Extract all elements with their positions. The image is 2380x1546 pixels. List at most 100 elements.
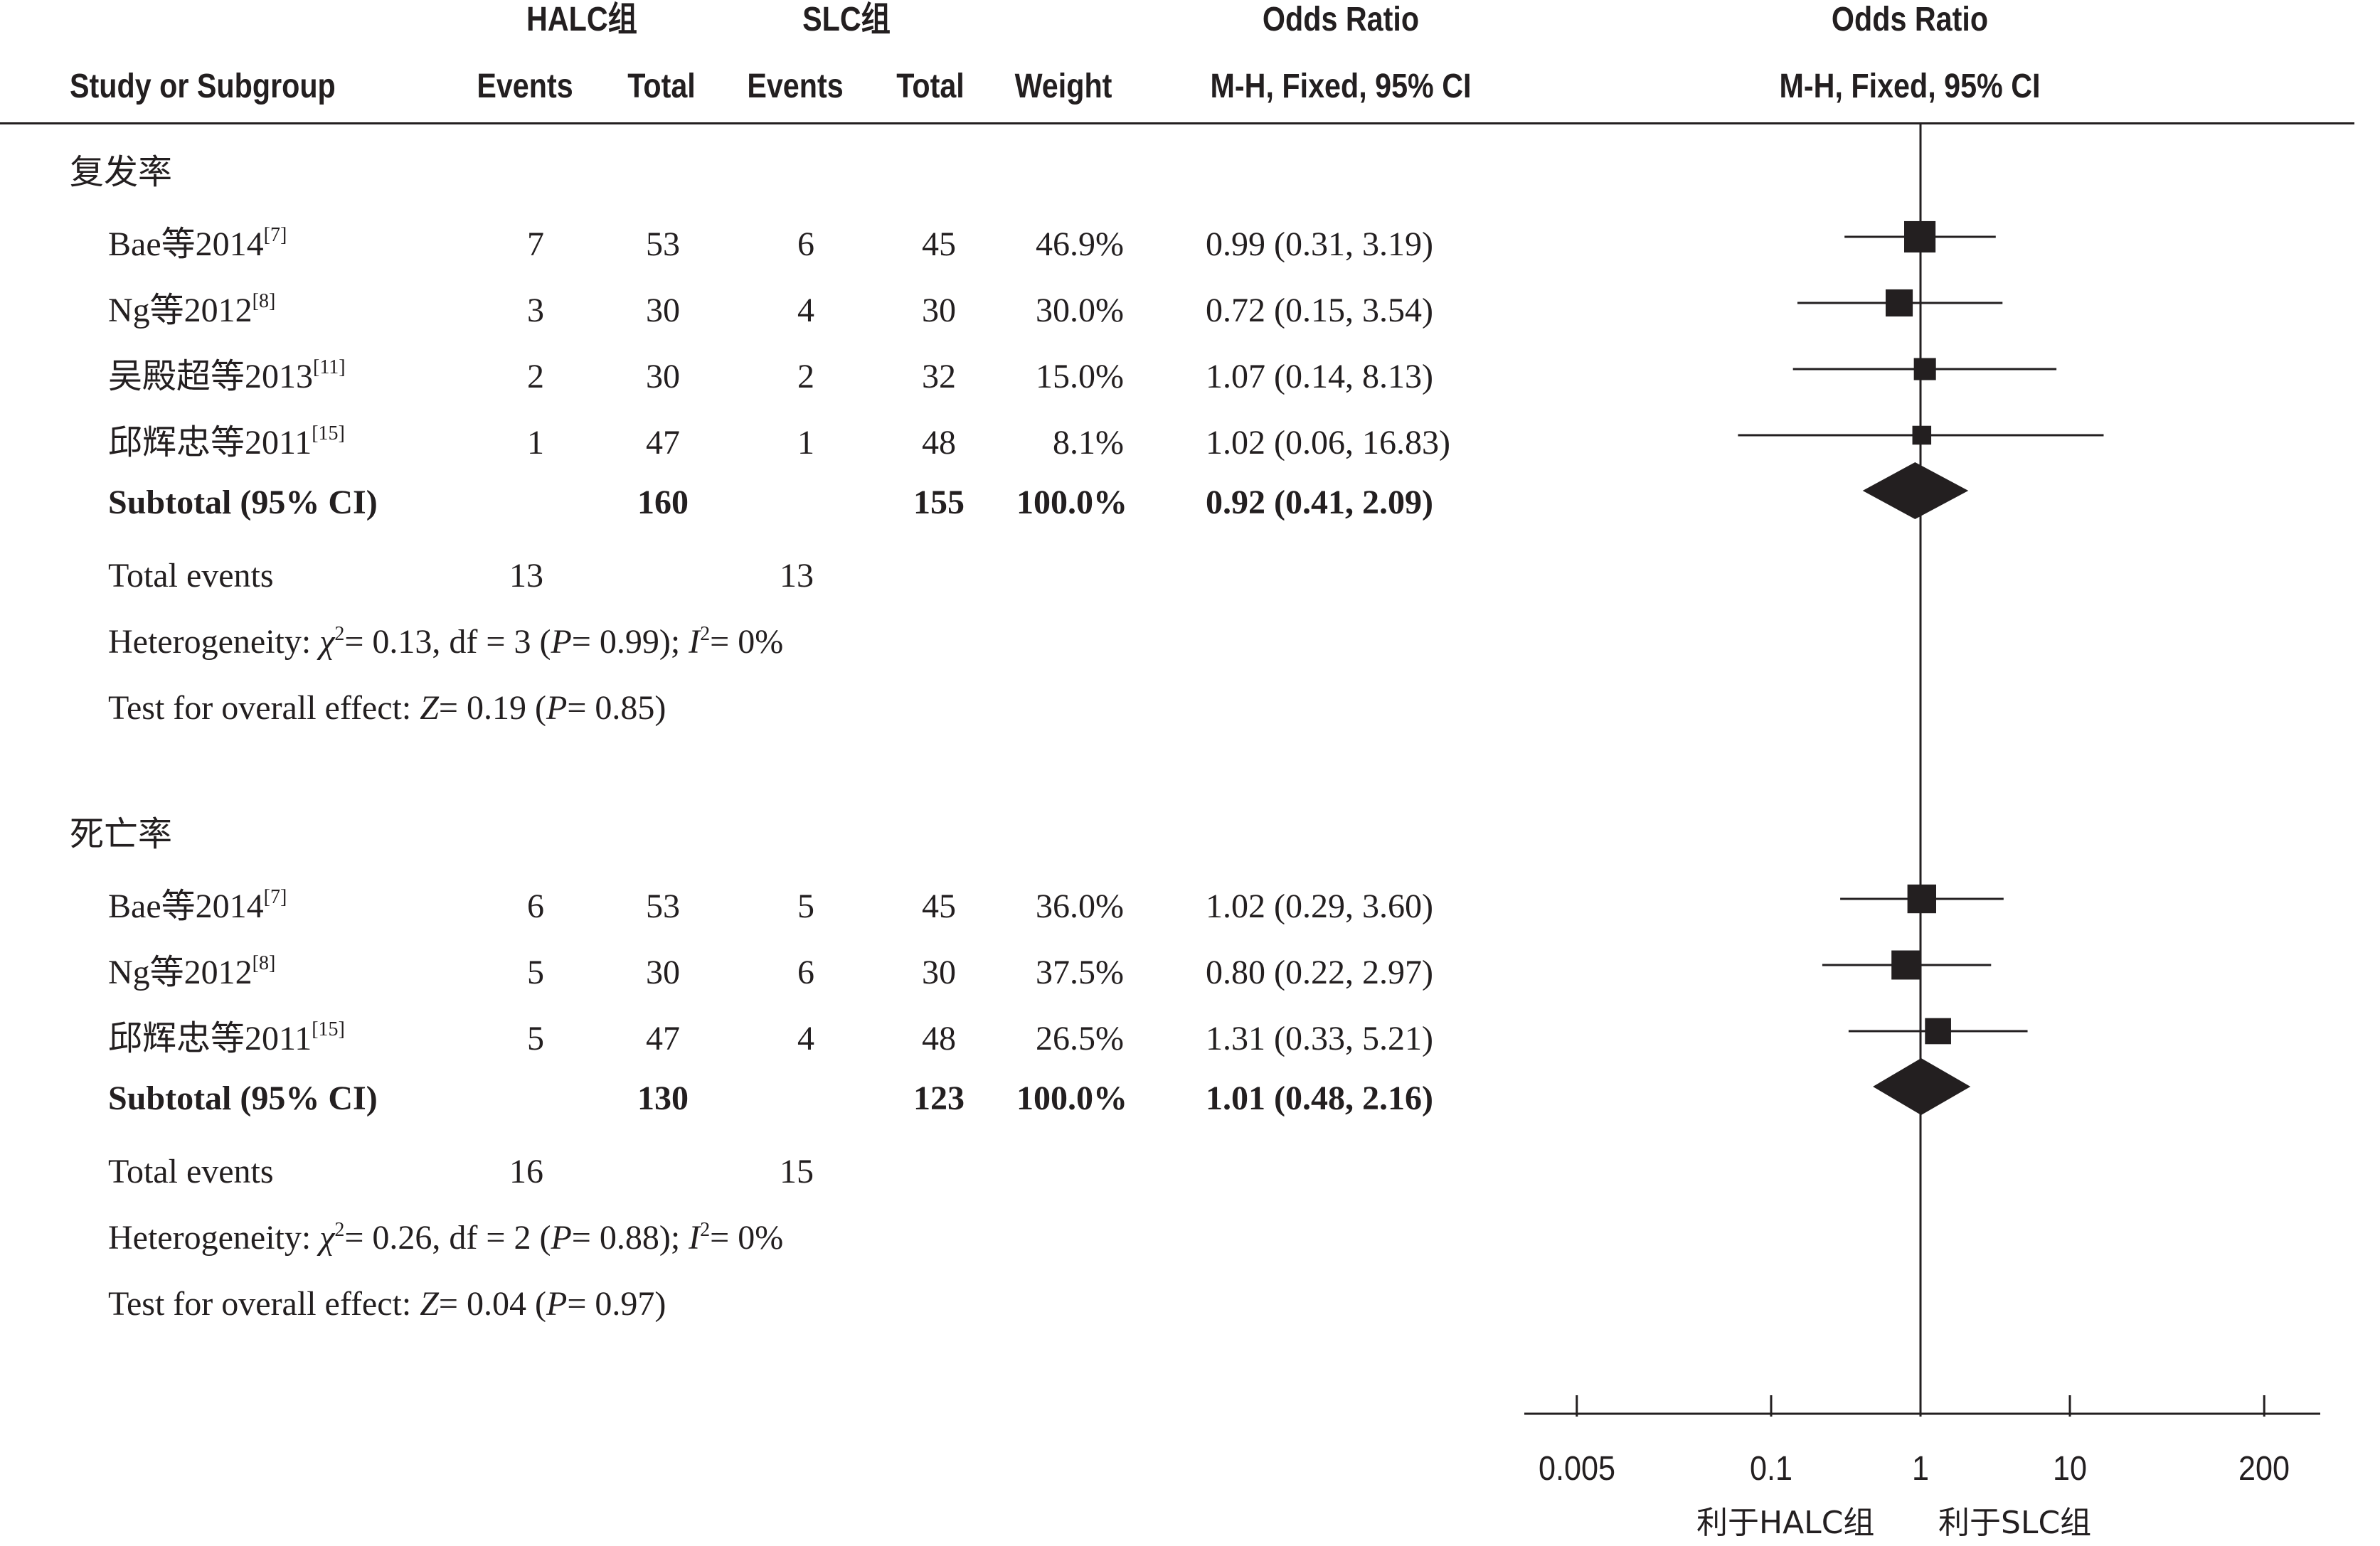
study-name: Ng等2012[8] [108, 290, 276, 329]
study-name: 邱辉忠等2011[15] [108, 422, 345, 462]
odds-ratio-title: Odds Ratio [1262, 1, 1420, 38]
halc-total: 53 [646, 887, 680, 925]
or-ci-value: 0.72 (0.15, 3.54) [1206, 292, 1433, 329]
halc-events: 16 [509, 1153, 543, 1190]
slc-events: 1 [797, 424, 814, 462]
or-method-header: M-H, Fixed, 95% CI [1210, 68, 1472, 105]
slc-total-header: Total [896, 68, 965, 105]
or-ci-value: 0.80 (0.22, 2.97) [1206, 954, 1433, 991]
slc-total: 123 [913, 1079, 965, 1117]
total-events-label: Total events [108, 557, 274, 595]
halc-total-header: Total [627, 68, 696, 105]
x-tick-label: 0.1 [1749, 1450, 1793, 1488]
study-reference: [7] [263, 224, 287, 246]
study-name: 吴殿超等2013[11] [108, 356, 346, 395]
study-point-marker [1907, 884, 1937, 914]
slc-events: 4 [797, 292, 814, 329]
subtotal-label: Subtotal (95% CI) [108, 1079, 378, 1117]
x-tick-label: 10 [2052, 1450, 2088, 1488]
or-ci-value: 1.01 (0.48, 2.16) [1206, 1079, 1433, 1117]
slc-events: 6 [797, 954, 814, 991]
weight-value: 37.5% [1036, 954, 1124, 991]
weight-value: 30.0% [1036, 292, 1124, 329]
slc-total: 32 [922, 358, 956, 395]
plot-method-header: M-H, Fixed, 95% CI [1779, 68, 2041, 105]
slc-total: 45 [922, 225, 956, 263]
header-rule [0, 122, 2354, 124]
slc-events: 4 [797, 1020, 814, 1057]
total-events-label: Total events [108, 1153, 274, 1190]
weight-value: 100.0% [1016, 484, 1127, 521]
study-point-marker [1912, 425, 1932, 445]
study-point-marker [1913, 358, 1936, 380]
slc-events: 2 [797, 358, 814, 395]
halc-total: 47 [646, 1020, 680, 1057]
slc-total: 30 [922, 954, 956, 991]
subgroup-title: 死亡率 [70, 814, 173, 854]
x-tick-label: 1 [1911, 1450, 1930, 1488]
halc-total: 30 [646, 358, 680, 395]
weight-value: 15.0% [1036, 358, 1124, 395]
study-reference: [8] [252, 290, 276, 312]
halc-total: 30 [646, 954, 680, 991]
overall-effect-text: Test for overall effect: Z= 0.04 (P= 0.9… [108, 1285, 666, 1323]
weight-header: Weight [1014, 68, 1112, 105]
study-point-marker [1885, 289, 1913, 317]
subtotal-diamond [1873, 1058, 1971, 1115]
heterogeneity-text: Heterogeneity: χ2= 0.13, df = 3 (P= 0.99… [108, 623, 784, 661]
or-ci-value: 1.07 (0.14, 8.13) [1206, 358, 1433, 395]
heterogeneity-text: Heterogeneity: χ2= 0.26, df = 2 (P= 0.88… [108, 1219, 784, 1257]
study-point-marker [1891, 950, 1921, 980]
study-reference: [15] [312, 422, 345, 444]
study-reference: [11] [313, 356, 346, 378]
weight-value: 46.9% [1036, 225, 1124, 263]
halc-total: 47 [646, 424, 680, 462]
study-name: Bae等2014[7] [108, 886, 287, 925]
halc-total: 160 [637, 484, 689, 521]
halc-events: 7 [527, 225, 544, 263]
slc-total: 155 [913, 484, 965, 521]
or-ci-value: 1.31 (0.33, 5.21) [1206, 1020, 1433, 1057]
favours-slc-label: 利于SLC组 [1938, 1505, 2092, 1541]
slc-events: 15 [780, 1153, 814, 1190]
subtotal-diamond [1862, 462, 1969, 519]
slc-total: 45 [922, 887, 956, 925]
or-ci-value: 1.02 (0.06, 16.83) [1206, 424, 1450, 462]
group-slc-header: SLC组 [802, 1, 891, 38]
plot-title: Odds Ratio [1831, 1, 1989, 38]
halc-events: 13 [509, 557, 543, 595]
weight-value: 36.0% [1036, 887, 1124, 925]
halc-events-header: Events [477, 68, 573, 105]
subgroup-title: 复发率 [70, 152, 173, 192]
slc-events: 13 [780, 557, 814, 595]
halc-total: 53 [646, 225, 680, 263]
halc-events: 5 [527, 1020, 544, 1057]
slc-total: 48 [922, 1020, 956, 1057]
overall-effect-text: Test for overall effect: Z= 0.19 (P= 0.8… [108, 689, 666, 727]
study-reference: [8] [252, 952, 276, 974]
group-halc-header: HALC组 [526, 1, 637, 38]
study-name: Ng等2012[8] [108, 952, 276, 991]
slc-events-header: Events [747, 68, 844, 105]
halc-events: 5 [527, 954, 544, 991]
favours-halc-label: 利于HALC组 [1696, 1505, 1875, 1541]
subtotal-label: Subtotal (95% CI) [108, 484, 378, 521]
study-point-marker [1925, 1018, 1951, 1045]
halc-events: 3 [527, 292, 544, 329]
halc-total: 130 [637, 1079, 689, 1117]
x-tick-label: 200 [2238, 1450, 2290, 1488]
study-point-marker [1904, 220, 1936, 253]
halc-events: 1 [527, 424, 544, 462]
study-name: Bae等2014[7] [108, 224, 287, 263]
or-ci-value: 0.99 (0.31, 3.19) [1206, 225, 1433, 263]
study-reference: [7] [263, 886, 287, 908]
weight-value: 26.5% [1036, 1020, 1124, 1057]
slc-total: 48 [922, 424, 956, 462]
halc-total: 30 [646, 292, 680, 329]
halc-events: 2 [527, 358, 544, 395]
study-column-header: Study or Subgroup [70, 68, 336, 105]
slc-total: 30 [922, 292, 956, 329]
or-ci-value: 1.02 (0.29, 3.60) [1206, 887, 1433, 925]
study-name: 邱辉忠等2011[15] [108, 1018, 345, 1057]
